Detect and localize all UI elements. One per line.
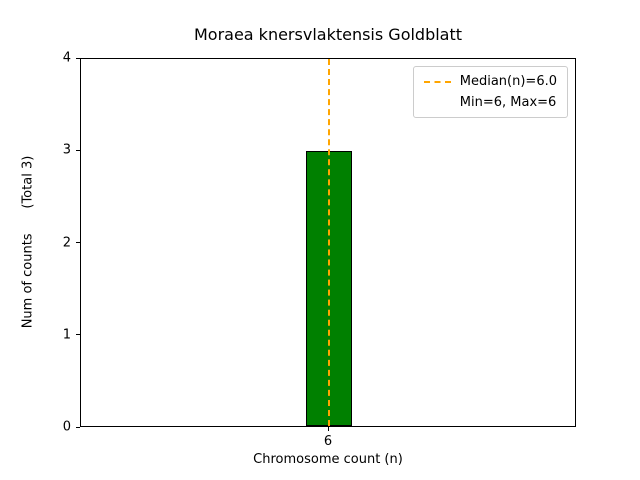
dashed-line-icon bbox=[423, 80, 451, 83]
plot-area: Median(n)=6.0 Min=6, Max=6 bbox=[80, 58, 576, 427]
legend-entry-minmax: Min=6, Max=6 bbox=[424, 95, 557, 110]
legend-entry-median: Median(n)=6.0 bbox=[423, 74, 557, 89]
y-tick-label: 2 bbox=[62, 235, 71, 250]
median-line bbox=[328, 59, 330, 426]
x-axis-label: Chromosome count (n) bbox=[253, 452, 403, 467]
y-tick-label: 0 bbox=[62, 419, 71, 435]
legend: Median(n)=6.0 Min=6, Max=6 bbox=[412, 66, 568, 118]
x-tick-mark bbox=[327, 427, 329, 431]
y-tick-mark bbox=[76, 334, 80, 336]
x-tick-label: 6 bbox=[323, 434, 333, 449]
y-tick-mark bbox=[76, 426, 80, 428]
y-tick-mark bbox=[76, 149, 80, 151]
chart-title: Moraea knersvlaktensis Goldblatt bbox=[193, 25, 463, 44]
y-tick-mark bbox=[76, 242, 80, 243]
y-tick-label: 4 bbox=[62, 50, 71, 66]
legend-label-median: Median(n)=6.0 bbox=[459, 74, 557, 89]
y-tick-mark bbox=[76, 57, 80, 59]
y-tick-label: 1 bbox=[62, 327, 71, 343]
y-tick-label: 3 bbox=[62, 142, 71, 158]
y-axis-label: Num of counts (Total 3) bbox=[20, 155, 36, 329]
legend-label-minmax: Min=6, Max=6 bbox=[459, 95, 557, 110]
empty-handle bbox=[424, 102, 451, 104]
